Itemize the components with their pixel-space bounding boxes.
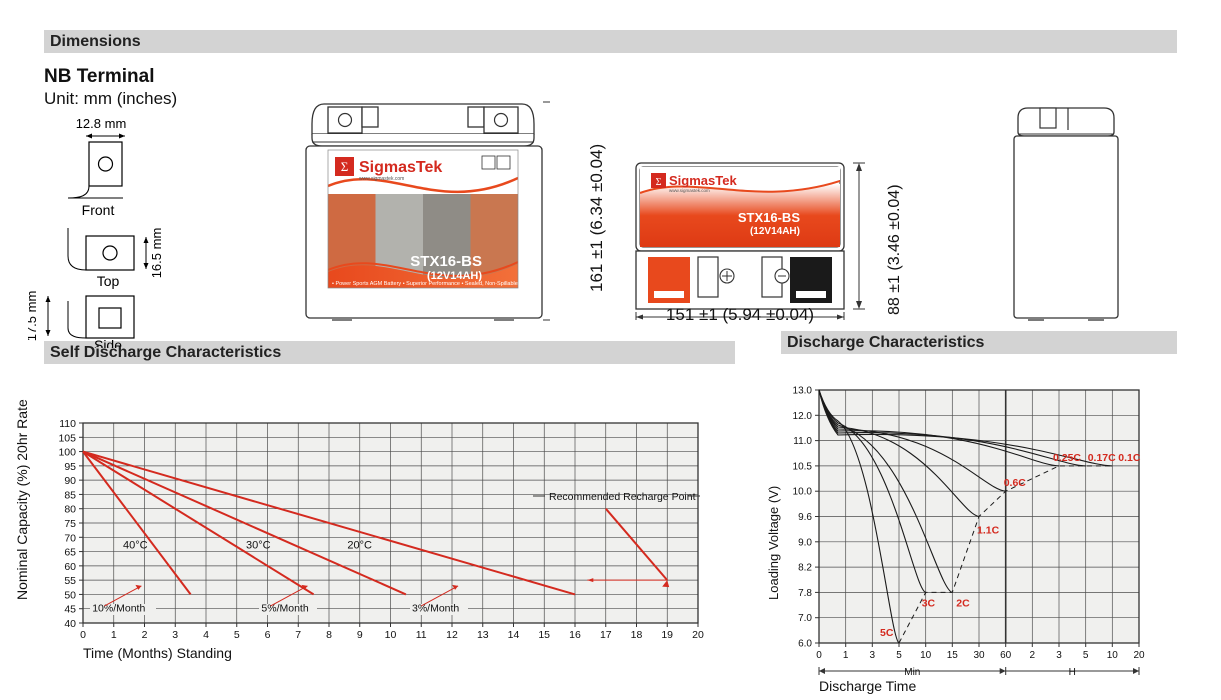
svg-text:0.1C: 0.1C — [1118, 452, 1141, 464]
svg-text:Σ: Σ — [656, 177, 662, 188]
svg-text:Σ: Σ — [341, 159, 349, 174]
svg-text:12: 12 — [446, 629, 458, 641]
svg-text:110: 110 — [59, 418, 76, 430]
svg-text:15: 15 — [947, 650, 959, 661]
svg-text:H: H — [1069, 667, 1076, 678]
svg-text:• Power Sports AGM Battery •: • Power Sports AGM Battery • Superior Pe… — [332, 281, 550, 287]
svg-text:5C: 5C — [880, 627, 894, 639]
svg-text:105: 105 — [58, 432, 76, 444]
svg-text:12.8 mm: 12.8 mm — [76, 118, 127, 131]
svg-text:65: 65 — [64, 547, 76, 559]
svg-text:9.0: 9.0 — [798, 537, 812, 548]
svg-text:60: 60 — [64, 561, 76, 573]
svg-text:55: 55 — [64, 575, 76, 587]
svg-text:85: 85 — [64, 489, 76, 501]
svg-text:45: 45 — [64, 604, 76, 616]
svg-text:2: 2 — [1030, 650, 1036, 661]
svg-text:18: 18 — [631, 629, 643, 641]
svg-text:(12V14AH): (12V14AH) — [750, 226, 800, 237]
svg-text:STX16-BS: STX16-BS — [738, 210, 800, 225]
svg-text:Recommended Recharge Point: Recommended Recharge Point — [549, 491, 696, 503]
svg-text:SigmasTek: SigmasTek — [359, 159, 442, 176]
svg-text:12.0: 12.0 — [793, 411, 813, 422]
svg-text:5: 5 — [234, 629, 240, 641]
svg-text:10%/Month: 10%/Month — [92, 603, 145, 615]
svg-text:4: 4 — [203, 629, 209, 641]
svg-text:6: 6 — [265, 629, 271, 641]
svg-text:2: 2 — [142, 629, 148, 641]
svg-text:17.5 mm: 17.5 mm — [28, 291, 39, 342]
svg-text:0: 0 — [816, 650, 822, 661]
svg-text:75: 75 — [64, 518, 76, 530]
svg-text:20: 20 — [692, 629, 704, 641]
svg-text:2C: 2C — [956, 597, 970, 609]
svg-text:40°C: 40°C — [123, 540, 148, 552]
svg-text:Top: Top — [97, 273, 120, 289]
svg-text:90: 90 — [64, 475, 76, 487]
svg-text:100: 100 — [58, 447, 76, 459]
svg-text:10: 10 — [1107, 650, 1119, 661]
svg-text:70: 70 — [64, 532, 76, 544]
svg-text:3: 3 — [172, 629, 178, 641]
svg-text:20°C: 20°C — [347, 540, 372, 552]
svg-text:3C: 3C — [922, 597, 936, 609]
svg-text:6.0: 6.0 — [798, 639, 812, 650]
svg-text:40: 40 — [64, 618, 76, 630]
svg-text:19: 19 — [661, 629, 673, 641]
svg-text:95: 95 — [64, 461, 76, 473]
svg-text:www.sigmastek.com: www.sigmastek.com — [359, 176, 404, 182]
svg-text:9.6: 9.6 — [798, 512, 812, 523]
svg-text:17: 17 — [600, 629, 612, 641]
svg-text:0.25C: 0.25C — [1053, 452, 1081, 464]
svg-text:0.17C: 0.17C — [1088, 452, 1116, 464]
svg-text:30°C: 30°C — [246, 540, 271, 552]
svg-text:10: 10 — [920, 650, 932, 661]
svg-text:15: 15 — [538, 629, 550, 641]
svg-text:www.sigmastek.com: www.sigmastek.com — [669, 188, 710, 193]
svg-text:16: 16 — [569, 629, 581, 641]
svg-text:0: 0 — [80, 629, 86, 641]
svg-text:STX16-BS: STX16-BS — [410, 253, 482, 270]
svg-text:16.5 mm: 16.5 mm — [149, 228, 164, 279]
svg-text:3%/Month: 3%/Month — [412, 603, 459, 615]
svg-text:11: 11 — [416, 629, 427, 641]
svg-text:3: 3 — [1056, 650, 1062, 661]
svg-text:80: 80 — [64, 504, 76, 516]
svg-text:7: 7 — [295, 629, 301, 641]
svg-text:1: 1 — [843, 650, 849, 661]
svg-text:5: 5 — [1083, 650, 1089, 661]
svg-text:50: 50 — [64, 589, 76, 601]
svg-text:11.0: 11.0 — [793, 436, 812, 447]
svg-text:1: 1 — [111, 629, 117, 641]
svg-text:5%/Month: 5%/Month — [261, 603, 308, 615]
svg-text:Front: Front — [82, 202, 115, 218]
svg-text:5: 5 — [896, 650, 902, 661]
svg-text:1.1C: 1.1C — [977, 525, 1000, 537]
svg-text:8: 8 — [326, 629, 332, 641]
svg-text:10: 10 — [385, 629, 397, 641]
svg-text:20: 20 — [1133, 650, 1145, 661]
svg-text:3: 3 — [870, 650, 876, 661]
svg-text:8.2: 8.2 — [798, 563, 812, 574]
svg-text:13: 13 — [477, 629, 489, 641]
svg-text:60: 60 — [1000, 650, 1012, 661]
svg-text:14: 14 — [508, 629, 520, 641]
svg-text:7.8: 7.8 — [798, 588, 812, 599]
svg-text:Side: Side — [94, 337, 122, 348]
svg-text:Min: Min — [904, 667, 920, 678]
svg-text:30: 30 — [973, 650, 985, 661]
svg-text:SigmasTek: SigmasTek — [669, 173, 737, 188]
svg-text:0.6C: 0.6C — [1004, 477, 1027, 489]
svg-text:13.0: 13.0 — [793, 386, 813, 397]
svg-text:9: 9 — [357, 629, 363, 641]
svg-text:7.0: 7.0 — [798, 613, 812, 624]
svg-text:10.0: 10.0 — [793, 487, 813, 498]
svg-text:10.5: 10.5 — [793, 461, 813, 472]
